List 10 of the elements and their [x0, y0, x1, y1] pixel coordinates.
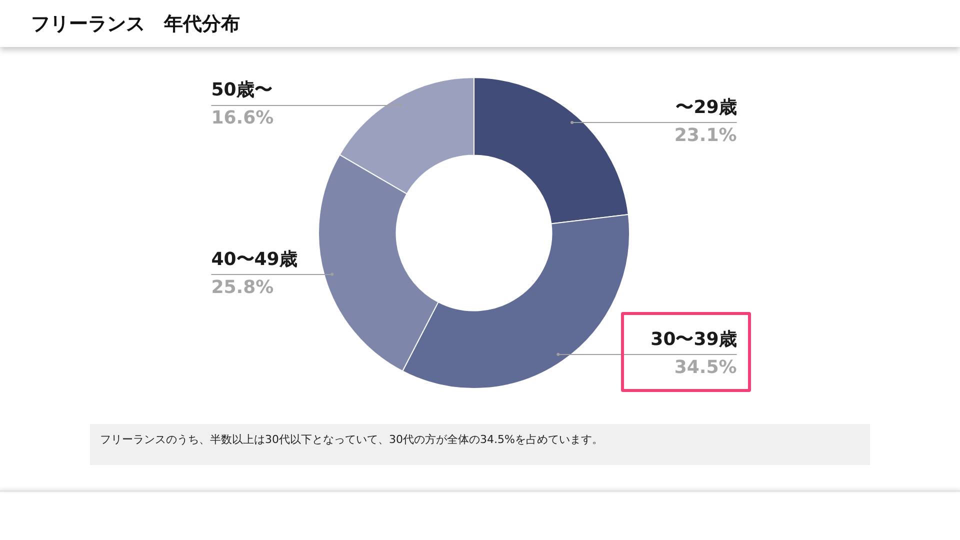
data-label: 34.5%: [674, 357, 737, 378]
slice-label: 50歳〜: [211, 80, 272, 101]
data-label: 16.6%: [211, 108, 274, 129]
data-label: 25.8%: [211, 276, 274, 298]
slice-label: 〜29歳: [676, 97, 737, 118]
slice-label: 40〜49歳: [211, 248, 298, 270]
chart-title: フリーランス 年代分布: [31, 12, 240, 37]
slice-label: 30〜39歳: [650, 329, 737, 350]
text: フリーランスのうち、半数以上は30代以下となっていて、30代の方が全体の34.5%を占めています。: [100, 432, 603, 447]
data-label: 23.1%: [674, 125, 737, 146]
